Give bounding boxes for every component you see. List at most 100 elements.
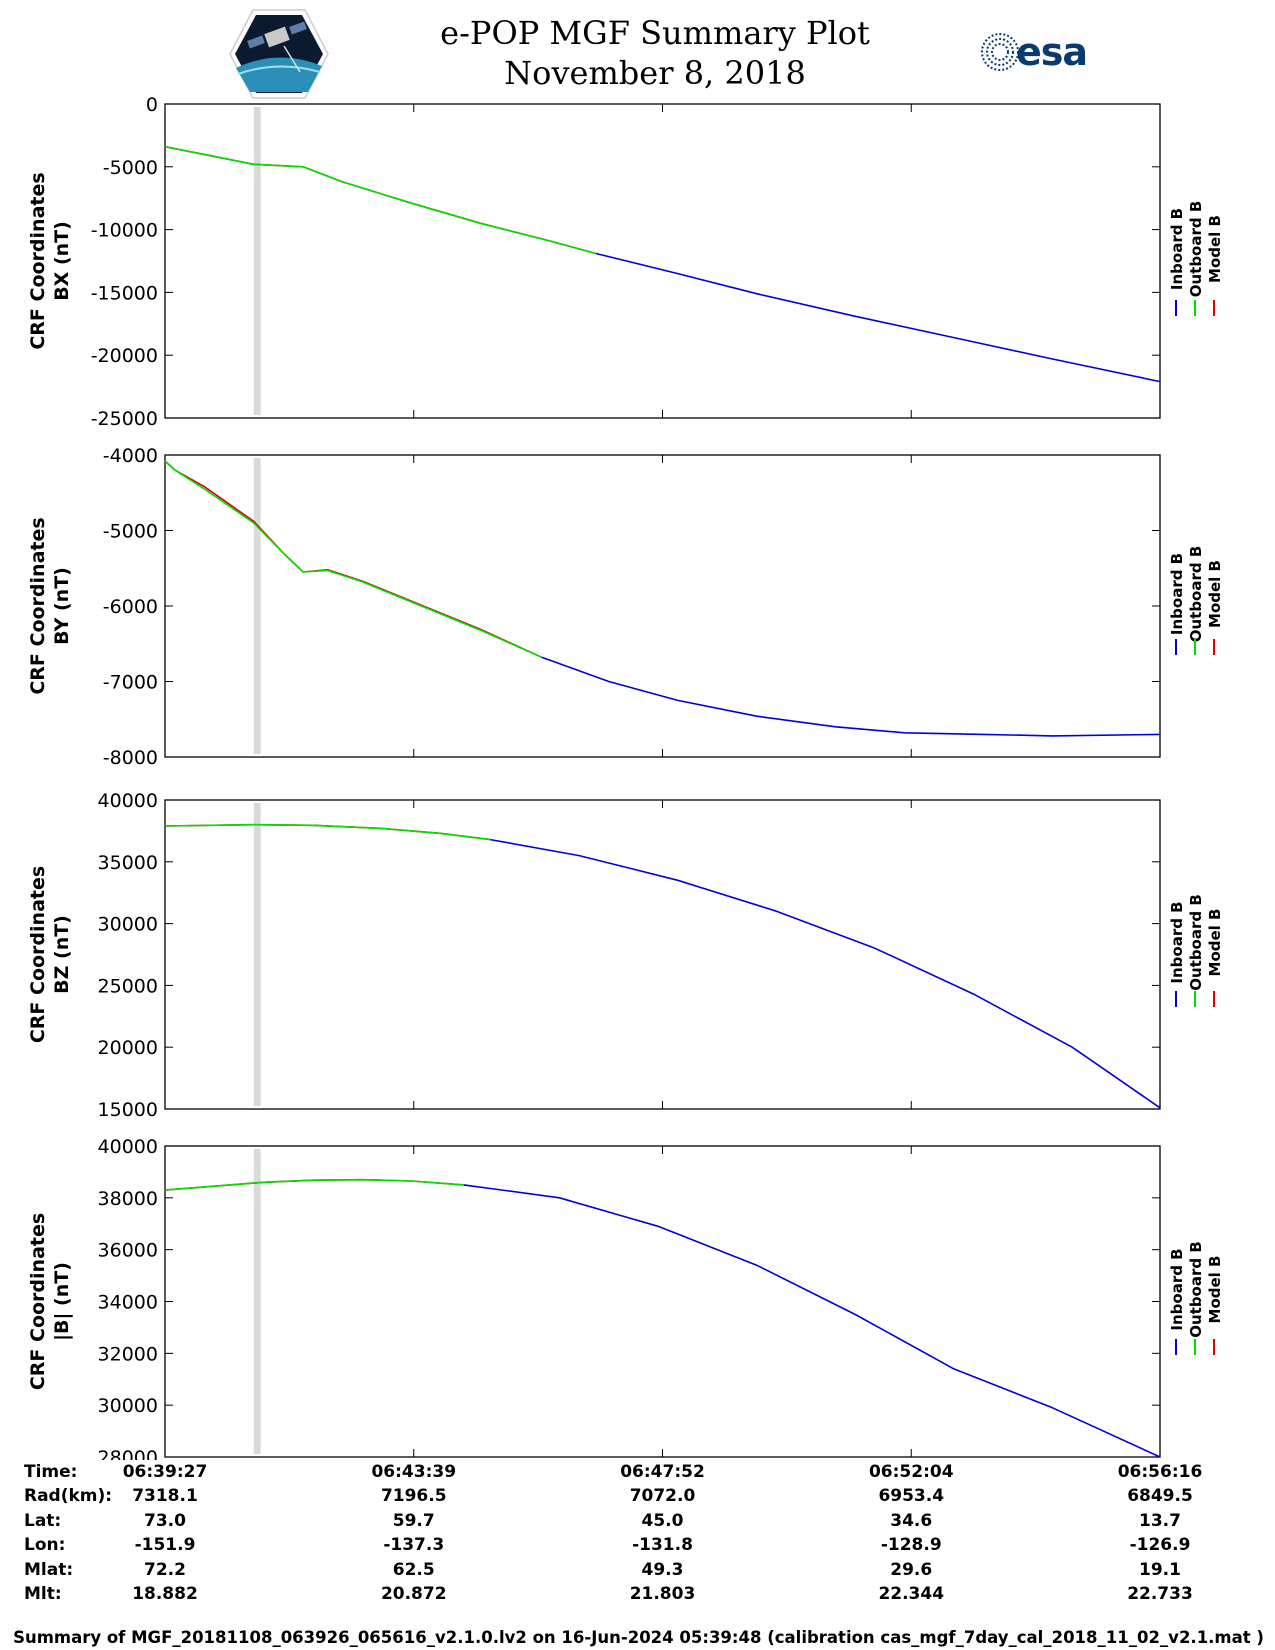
info-value: 29.6 <box>890 1559 933 1580</box>
esa-logo-mark <box>981 33 1019 71</box>
info-value: -137.3 <box>383 1535 445 1556</box>
series-inboard-b <box>595 252 1161 383</box>
info-value: 6953.4 <box>878 1486 945 1507</box>
series-inboard-b <box>490 838 1161 1109</box>
y-axis-label-line2: |B| (nT) <box>51 1262 73 1341</box>
info-row-label: Time: <box>24 1462 78 1482</box>
y-axis-label-line2: BX (nT) <box>51 221 73 301</box>
series-model-b <box>164 145 597 255</box>
info-value: 7318.1 <box>132 1486 198 1507</box>
info-value: 59.7 <box>392 1510 435 1531</box>
plot-frame <box>164 1145 1161 1458</box>
info-value: 18.882 <box>132 1584 198 1604</box>
info-row-label: Lat: <box>24 1510 62 1531</box>
ytick-label: -5000 <box>103 521 158 543</box>
panel-bmag: 40000 38000 36000 34000 32000 30000 28000 CRF C… <box>27 1136 1224 1460</box>
series-inboard-b <box>541 656 1161 737</box>
data-gap-band <box>253 458 261 754</box>
ytick-label: -4000 <box>103 445 158 467</box>
legend-label: Inboard B <box>1168 208 1186 290</box>
info-value: 13.7 <box>1139 1510 1181 1531</box>
ytick-label: -25000 <box>91 408 158 430</box>
info-value: 6849.5 <box>1127 1486 1193 1507</box>
y-axis-label-line1: CRF Coordinates <box>27 517 49 694</box>
info-value: 49.3 <box>641 1559 684 1580</box>
legend-label: Model B <box>1206 560 1224 628</box>
ytick-label: -6000 <box>103 596 158 618</box>
info-value: 19.1 <box>1139 1559 1181 1580</box>
orbit-info-table: Time: 06:39:27 06:43:39 06:47:52 06:52:04 06:… <box>0 1462 1275 1622</box>
series-model-b <box>164 460 543 659</box>
info-value: 06:52:04 <box>868 1462 954 1482</box>
ytick-label: 0 <box>146 94 158 116</box>
panel-by: -4000 -5000 -6000 -7000 -8000 CRF Coordinates… <box>27 445 1224 769</box>
ytick-label: 38000 <box>98 1188 158 1210</box>
legend-label: Inboard B <box>1168 553 1186 635</box>
series-outboard-b <box>164 823 491 841</box>
y-axis-label: CRF Coordinates BY (nT) <box>27 517 73 694</box>
ytick-label: 35000 <box>98 852 158 874</box>
info-value: 34.6 <box>890 1510 933 1531</box>
legend-label: Outboard B <box>1187 894 1205 991</box>
ytick-label: -5000 <box>103 157 158 179</box>
info-value: 20.872 <box>380 1584 447 1604</box>
ytick-label: 40000 <box>98 1136 158 1158</box>
legend-label: Model B <box>1206 909 1224 977</box>
y-axis-label-line2: BZ (nT) <box>51 915 73 994</box>
panel-bz: 40000 35000 30000 25000 20000 15000 CRF Coordi… <box>27 790 1224 1121</box>
info-row-label: Rad(km): <box>24 1486 113 1507</box>
ytick-label: 20000 <box>98 1037 158 1059</box>
legend-label: Model B <box>1206 215 1224 283</box>
info-value: 22.733 <box>1127 1584 1193 1604</box>
series-outboard-b <box>164 1178 464 1191</box>
ytick-label: 28000 <box>98 1447 158 1460</box>
legend-label: Inboard B <box>1168 901 1186 983</box>
ytick-label: 15000 <box>98 1099 158 1121</box>
ytick-label: 40000 <box>98 790 158 812</box>
ytick-label: 30000 <box>98 1395 158 1417</box>
y-axis-label-line2: BY (nT) <box>51 567 73 645</box>
y-axis-label-line1: CRF Coordinates <box>27 1213 49 1390</box>
y-axis-label-line1: CRF Coordinates <box>27 866 49 1043</box>
info-row: Lon: -151.9 -137.3 -131.8 -128.9 -126.9 <box>0 1535 1275 1559</box>
series-outboard-b <box>164 145 597 255</box>
y-axis-label: CRF Coordinates BZ (nT) <box>27 866 73 1043</box>
info-value: 45.0 <box>641 1510 684 1531</box>
info-value: -126.9 <box>1129 1535 1191 1556</box>
info-row-label: Mlt: <box>24 1584 62 1604</box>
plot-frame <box>164 103 1161 419</box>
y-axis-label-line1: CRF Coordinates <box>27 172 49 349</box>
panel-bx: 0 -5000 -10000 -15000 -20000 -25000 CRF Coordi… <box>27 94 1224 430</box>
y-axis-label: CRF Coordinates |B| (nT) <box>27 1213 73 1390</box>
cassiope-logo <box>229 9 329 99</box>
info-value: 22.344 <box>878 1584 945 1604</box>
info-row: Lat: 73.0 59.7 45.0 34.6 13.7 <box>0 1511 1275 1535</box>
chart-date: November 8, 2018 <box>504 54 806 92</box>
esa-logo-text: esa <box>1016 30 1088 74</box>
ytick-label: 36000 <box>98 1240 158 1262</box>
data-gap-band <box>253 803 261 1106</box>
plot-frame <box>164 454 1161 758</box>
info-row: Rad(km): 7318.1 7196.5 7072.0 6953.4 6849.5 <box>0 1486 1275 1510</box>
data-gap-band <box>253 1149 261 1454</box>
legend-label: Outboard B <box>1187 546 1205 643</box>
series-inboard-b <box>463 1184 1161 1458</box>
ytick-label: -10000 <box>91 220 158 242</box>
info-value: 06:39:27 <box>122 1462 208 1482</box>
header: e-POP MGF Summary Plot November 8, 2018 … <box>0 0 1275 100</box>
chart-title: e-POP MGF Summary Plot <box>440 14 870 52</box>
series-outboard-b <box>164 460 543 659</box>
info-row: Time: 06:39:27 06:43:39 06:47:52 06:52:04 06:… <box>0 1462 1275 1486</box>
ytick-label: 30000 <box>98 914 158 936</box>
info-value: 06:56:16 <box>1117 1462 1203 1482</box>
plot-frame <box>164 799 1161 1110</box>
info-value: -151.9 <box>134 1535 196 1556</box>
ytick-label: 32000 <box>98 1343 158 1365</box>
legend-label: Inboard B <box>1168 1248 1186 1330</box>
legend-label: Outboard B <box>1187 1241 1205 1338</box>
ytick-label: 25000 <box>98 975 158 997</box>
info-row: Mlt: 18.882 20.872 21.803 22.344 22.733 <box>0 1584 1275 1608</box>
footer-caption: Summary of MGF_20181108_063926_065616_v2… <box>13 1628 1264 1647</box>
info-row: Mlat: 72.2 62.5 49.3 29.6 19.1 <box>0 1560 1275 1584</box>
info-value: 21.803 <box>629 1584 696 1604</box>
